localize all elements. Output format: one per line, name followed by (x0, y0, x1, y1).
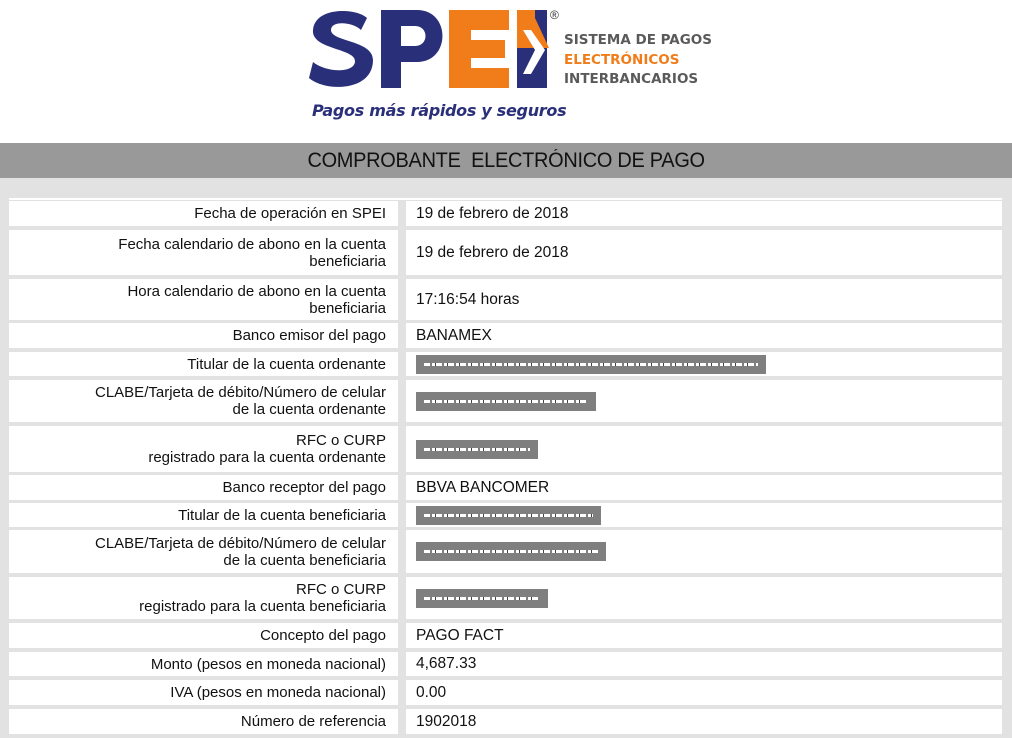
row-label: RFC o CURP registrado para la cuenta orde… (9, 426, 398, 472)
row-label-line: Fecha de operación en SPEI (194, 205, 386, 222)
table-row: Monto (pesos en moneda nacional) 4,687.33 (9, 652, 1002, 676)
row-label-line: Fecha calendario de abono en la cuenta (118, 235, 386, 253)
row-value: 1902018 (406, 709, 1002, 734)
row-label-line: RFC o CURP (295, 581, 386, 598)
redaction-bar (416, 588, 548, 608)
spei-logo-icon (309, 10, 549, 88)
redaction-bar (416, 439, 538, 459)
row-label: Banco emisor del pago (9, 323, 398, 348)
row-label: Fecha calendario de abono en la cuenta be… (9, 230, 398, 275)
table-row: RFC o CURP registrado para la cuenta bene… (9, 577, 1002, 619)
redaction-bar (416, 505, 601, 525)
table-row: Titular de la cuenta beneficiaria (9, 503, 1002, 527)
table-row: Concepto del pago PAGO FACT (9, 623, 1002, 648)
row-label-line: CLABE/Tarjeta de débito/Número de celula… (95, 534, 386, 552)
row-value: 19 de febrero de 2018 (406, 201, 1002, 226)
table-row: Fecha de operación en SPEI 19 de febrero … (9, 198, 1002, 226)
row-value-redacted (406, 530, 1002, 573)
row-label: Banco receptor del pago (9, 475, 398, 500)
row-label-line: Concepto del pago (260, 627, 386, 644)
row-label-line: CLABE/Tarjeta de débito/Número de celula… (95, 384, 386, 401)
table-row: IVA (pesos en moneda nacional) 0.00 (9, 680, 1002, 705)
row-label-line: IVA (pesos en moneda nacional) (170, 684, 386, 701)
row-label: Concepto del pago (9, 623, 398, 648)
redaction-bar (416, 542, 606, 561)
row-label-line: RFC o CURP (295, 432, 386, 449)
table-row: Fecha calendario de abono en la cuenta be… (9, 230, 1002, 275)
row-label: Hora calendario de abono en la cuenta ben… (9, 279, 398, 320)
table-row: Número de referencia 1902018 (9, 709, 1002, 734)
row-label: RFC o CURP registrado para la cuenta bene… (9, 577, 398, 619)
redaction-bar (416, 391, 596, 411)
logo-subtitle-line-3: INTERBANCARIOS (564, 71, 699, 87)
row-value: 19 de febrero de 2018 (406, 230, 1002, 275)
row-label: CLABE/Tarjeta de débito/Número de celula… (9, 530, 398, 573)
header-logo: ® SISTEMA DE PAGOS ELECTRÓNICOS INTERBAN… (0, 0, 1012, 143)
row-label: CLABE/Tarjeta de débito/Número de celula… (9, 380, 398, 422)
row-label: Número de referencia (9, 709, 398, 734)
row-label: Fecha de operación en SPEI (9, 201, 398, 226)
row-label-line: Banco emisor del pago (232, 327, 386, 344)
table-row: Titular de la cuenta ordenante (9, 352, 1002, 376)
redaction-bar (416, 354, 766, 374)
registered-mark: ® (550, 8, 559, 22)
row-value-redacted (406, 503, 1002, 527)
table-row: Banco receptor del pago BBVA BANCOMER (9, 475, 1002, 500)
row-label-line: Monto (pesos en moneda nacional) (150, 655, 386, 673)
row-label: Titular de la cuenta ordenante (9, 352, 398, 376)
logo-subtitle-line-1: SISTEMA DE PAGOS (564, 32, 712, 48)
row-label-line: Hora calendario de abono en la cuenta (127, 282, 386, 300)
row-value: 0.00 (406, 680, 1002, 705)
logo-subtitle-line-2: ELECTRÓNICOS (564, 51, 680, 68)
row-value: 4,687.33 (406, 652, 1002, 676)
logo-tagline: Pagos más rápidos y seguros (312, 101, 567, 120)
row-label-line: registrado para la cuenta beneficiaria (139, 598, 386, 615)
row-label-line: de la cuenta beneficiaria (223, 551, 386, 569)
row-value: BANAMEX (406, 323, 1002, 348)
row-label: IVA (pesos en moneda nacional) (9, 680, 398, 705)
document-title-bar: COMPROBANTE ELECTRÓNICO DE PAGO (0, 143, 1012, 178)
row-label-line: beneficiaria (309, 252, 386, 270)
row-value: 17:16:54 horas (406, 279, 1002, 320)
table-row: CLABE/Tarjeta de débito/Número de celula… (9, 530, 1002, 573)
table-row: Hora calendario de abono en la cuenta ben… (9, 279, 1002, 320)
row-label-line: Banco receptor del pago (222, 479, 386, 496)
row-label-line: Número de referencia (240, 713, 386, 730)
logo-subtitle: SISTEMA DE PAGOS ELECTRÓNICOS INTERBANCA… (564, 31, 712, 90)
row-label-line: de la cuenta ordenante (232, 401, 386, 418)
row-label-line: Titular de la cuenta beneficiaria (178, 506, 386, 524)
row-value-redacted (406, 426, 1002, 472)
document-title: COMPROBANTE ELECTRÓNICO DE PAGO (307, 148, 705, 172)
row-label-line: registrado para la cuenta ordenante (148, 449, 386, 466)
row-label: Titular de la cuenta beneficiaria (9, 503, 398, 527)
row-value: PAGO FACT (406, 623, 1002, 648)
table-row: CLABE/Tarjeta de débito/Número de celula… (9, 380, 1002, 422)
row-value-redacted (406, 352, 1002, 376)
row-label-line: Titular de la cuenta ordenante (187, 355, 386, 373)
row-value-redacted (406, 380, 1002, 422)
table-row: Banco emisor del pago BANAMEX (9, 323, 1002, 348)
row-value-redacted (406, 577, 1002, 619)
row-value: BBVA BANCOMER (406, 475, 1002, 500)
row-label-line: beneficiaria (309, 299, 386, 317)
table-row: RFC o CURP registrado para la cuenta orde… (9, 426, 1002, 472)
row-label: Monto (pesos en moneda nacional) (9, 652, 398, 676)
